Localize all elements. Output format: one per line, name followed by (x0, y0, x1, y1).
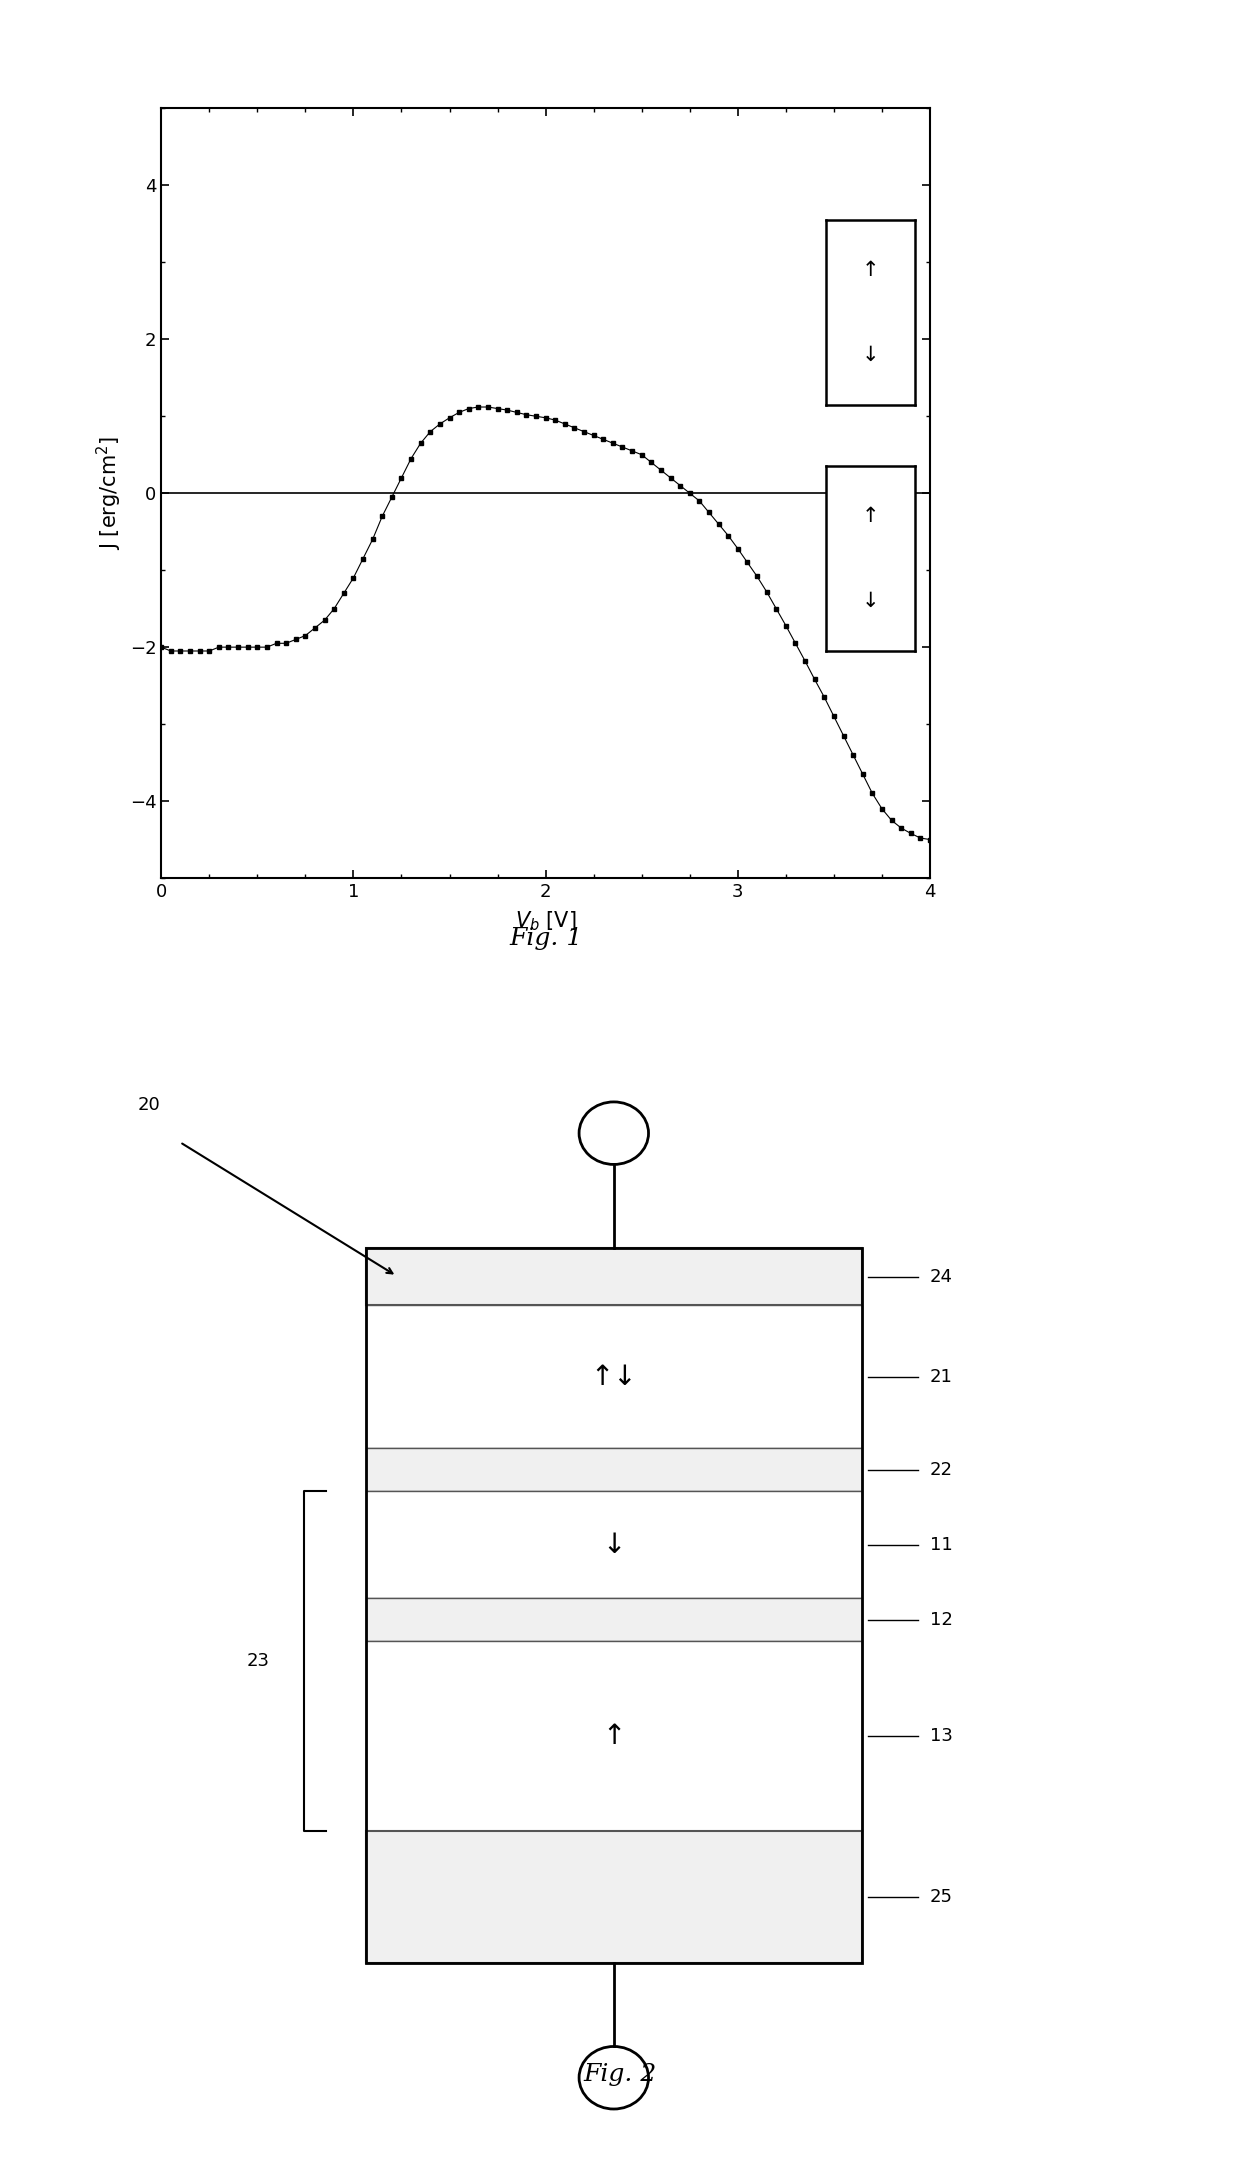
Bar (366, 1249, 862, 1305)
Bar (366, 1598, 862, 1641)
Text: 25: 25 (930, 1888, 954, 1906)
Text: Fig. 1: Fig. 1 (508, 928, 583, 950)
Text: 11: 11 (930, 1535, 952, 1554)
Text: 24: 24 (930, 1268, 954, 1286)
Bar (366, 1305, 862, 1448)
Text: ↓: ↓ (603, 1531, 625, 1559)
Text: ↑: ↑ (603, 1721, 625, 1750)
Text: 21: 21 (930, 1368, 952, 1385)
Bar (366, 1830, 862, 1962)
Bar (366, 1492, 862, 1598)
Text: 12: 12 (930, 1611, 952, 1628)
Bar (366, 1448, 862, 1492)
Text: Fig. 2: Fig. 2 (583, 2064, 657, 2086)
X-axis label: $V_b$ [V]: $V_b$ [V] (515, 908, 577, 932)
Y-axis label: J [erg/cm$^2$]: J [erg/cm$^2$] (95, 436, 124, 551)
Text: 20: 20 (138, 1097, 160, 1114)
Text: 23: 23 (247, 1652, 269, 1669)
Text: ↑↓: ↑↓ (590, 1364, 637, 1392)
Text: 22: 22 (930, 1461, 954, 1479)
Text: 13: 13 (930, 1728, 952, 1745)
Bar (366, 1641, 862, 1830)
Bar (366, 1249, 862, 1962)
